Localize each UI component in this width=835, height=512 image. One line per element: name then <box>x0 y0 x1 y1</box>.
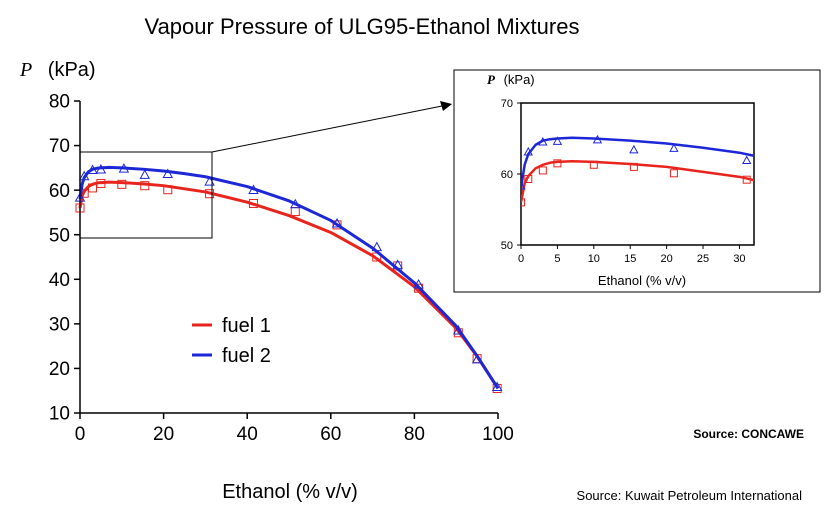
data-point-fuel-2 <box>290 198 301 209</box>
inset-data-point-fuel-2 <box>523 146 533 156</box>
inset-x-tick-label: 5 <box>554 253 560 265</box>
x-axis-title: Ethanol (% v/v) <box>222 481 358 503</box>
data-point-fuel-1 <box>117 179 127 189</box>
inset-data-point-fuel-2 <box>552 136 563 145</box>
inset-plot: 50 60 70 0 5 10 15 20 25 30 <box>501 98 755 265</box>
data-point-fuel-2 <box>453 324 464 335</box>
data-point-fuel-2 <box>471 353 483 364</box>
inset-series-group <box>521 134 754 207</box>
inset-series-line-fuel-2 <box>521 136 754 189</box>
inset-data-point-fuel-2 <box>592 134 603 144</box>
x-tick-label: 20 <box>153 424 174 445</box>
y-axis-title: P (kPa) <box>19 59 96 81</box>
inset-y-axis-title: P (kPa) <box>487 72 535 87</box>
data-point-fuel-2 <box>78 170 90 181</box>
source-kuwait-petroleum: Source: Kuwait Petroleum International <box>577 488 803 503</box>
inset-x-tick-label: 10 <box>588 253 600 265</box>
inset-x-axis-title: Ethanol (% v/v) <box>598 273 686 288</box>
x-tick-label: 40 <box>237 424 258 445</box>
data-point-fuel-1 <box>248 199 258 209</box>
inset-data-point-fuel-2 <box>538 136 548 146</box>
zoom-region-box <box>79 151 213 239</box>
data-point-fuel-1 <box>205 189 215 199</box>
inset-x-tick-label: 25 <box>697 253 709 265</box>
zoom-arrow-head <box>440 101 452 111</box>
y-tick-label: 10 <box>49 404 70 425</box>
inset-x-tick-label: 30 <box>733 253 745 265</box>
zoom-connector-line <box>211 105 443 153</box>
inset-chart: P (kPa) 50 60 70 0 5 10 15 20 25 30 Ethanol (% v/… <box>453 69 821 293</box>
inset-y-tick-label: 60 <box>501 169 513 181</box>
inset-data-point-fuel-1 <box>521 198 525 207</box>
inset-y-axis-symbol: P <box>487 72 496 87</box>
inset-data-point-fuel-1 <box>629 162 638 171</box>
data-point-fuel-1 <box>290 207 300 217</box>
inset-data-point-fuel-1 <box>589 160 598 169</box>
inset-y-tick-label: 50 <box>501 240 513 252</box>
inset-frame <box>453 69 821 293</box>
data-point-fuel-1 <box>163 185 173 195</box>
y-tick-label: 70 <box>49 136 70 157</box>
inset-data-point-fuel-1 <box>524 174 533 183</box>
data-point-fuel-1 <box>140 181 150 191</box>
inset-x-tick-label: 20 <box>661 253 673 265</box>
y-tick-label: 50 <box>49 225 70 246</box>
y-tick-label: 20 <box>49 359 70 380</box>
data-point-fuel-2 <box>118 163 130 173</box>
inset-series-line-fuel-1 <box>521 159 754 203</box>
data-point-fuel-2 <box>413 278 424 289</box>
data-point-fuel-1 <box>96 178 106 188</box>
data-point-fuel-2 <box>139 169 151 179</box>
data-point-fuel-2 <box>95 164 107 174</box>
data-point-fuel-2 <box>87 164 98 174</box>
inset-data-point-fuel-1 <box>669 169 678 178</box>
inset-y-tick-label: 70 <box>501 98 513 110</box>
legend: fuel 1 fuel 2 <box>192 315 271 367</box>
main-plot: 10 20 30 40 50 60 70 80 0 20 40 60 80 100 <box>49 92 514 445</box>
source-concawe: Source: CONCAWE <box>693 427 804 441</box>
inset-data-point-fuel-2 <box>669 143 679 152</box>
data-point-fuel-1 <box>332 220 342 230</box>
data-point-fuel-2 <box>331 217 343 228</box>
y-tick-label: 80 <box>49 92 70 113</box>
chart-title: Vapour Pressure of ULG95-Ethanol Mixture… <box>145 14 580 39</box>
y-axis-symbol: P <box>19 59 32 81</box>
inset-y-axis-unit: (kPa) <box>504 72 535 87</box>
y-tick-label: 60 <box>49 181 70 202</box>
data-point-fuel-2 <box>491 381 503 392</box>
inset-data-point-fuel-1 <box>553 159 562 168</box>
inset-data-point-fuel-2 <box>521 181 526 190</box>
series-line-fuel-2 <box>78 165 500 390</box>
inset-x-tick-label: 15 <box>624 253 636 265</box>
x-tick-label: 100 <box>482 424 514 445</box>
data-point-fuel-2 <box>248 184 259 195</box>
data-point-fuel-2 <box>371 241 383 252</box>
x-tick-label: 0 <box>75 424 86 445</box>
inset-x-tick-label: 0 <box>518 253 524 265</box>
series-line-fuel-1 <box>78 180 500 390</box>
data-point-fuel-2 <box>392 259 403 269</box>
legend-label-fuel-2: fuel 2 <box>222 345 271 367</box>
inset-data-point-fuel-1 <box>538 166 547 175</box>
legend-label-fuel-1: fuel 1 <box>222 315 271 337</box>
data-point-fuel-2 <box>162 168 174 178</box>
inset-data-point-fuel-2 <box>742 155 752 164</box>
y-axis-unit: (kPa) <box>48 59 96 81</box>
x-tick-label: 80 <box>404 424 425 445</box>
y-tick-label: 30 <box>49 315 70 336</box>
inset-data-point-fuel-2 <box>629 144 639 154</box>
y-tick-label: 40 <box>49 270 70 291</box>
x-tick-label: 60 <box>320 424 341 445</box>
inset-data-point-fuel-1 <box>742 175 751 184</box>
